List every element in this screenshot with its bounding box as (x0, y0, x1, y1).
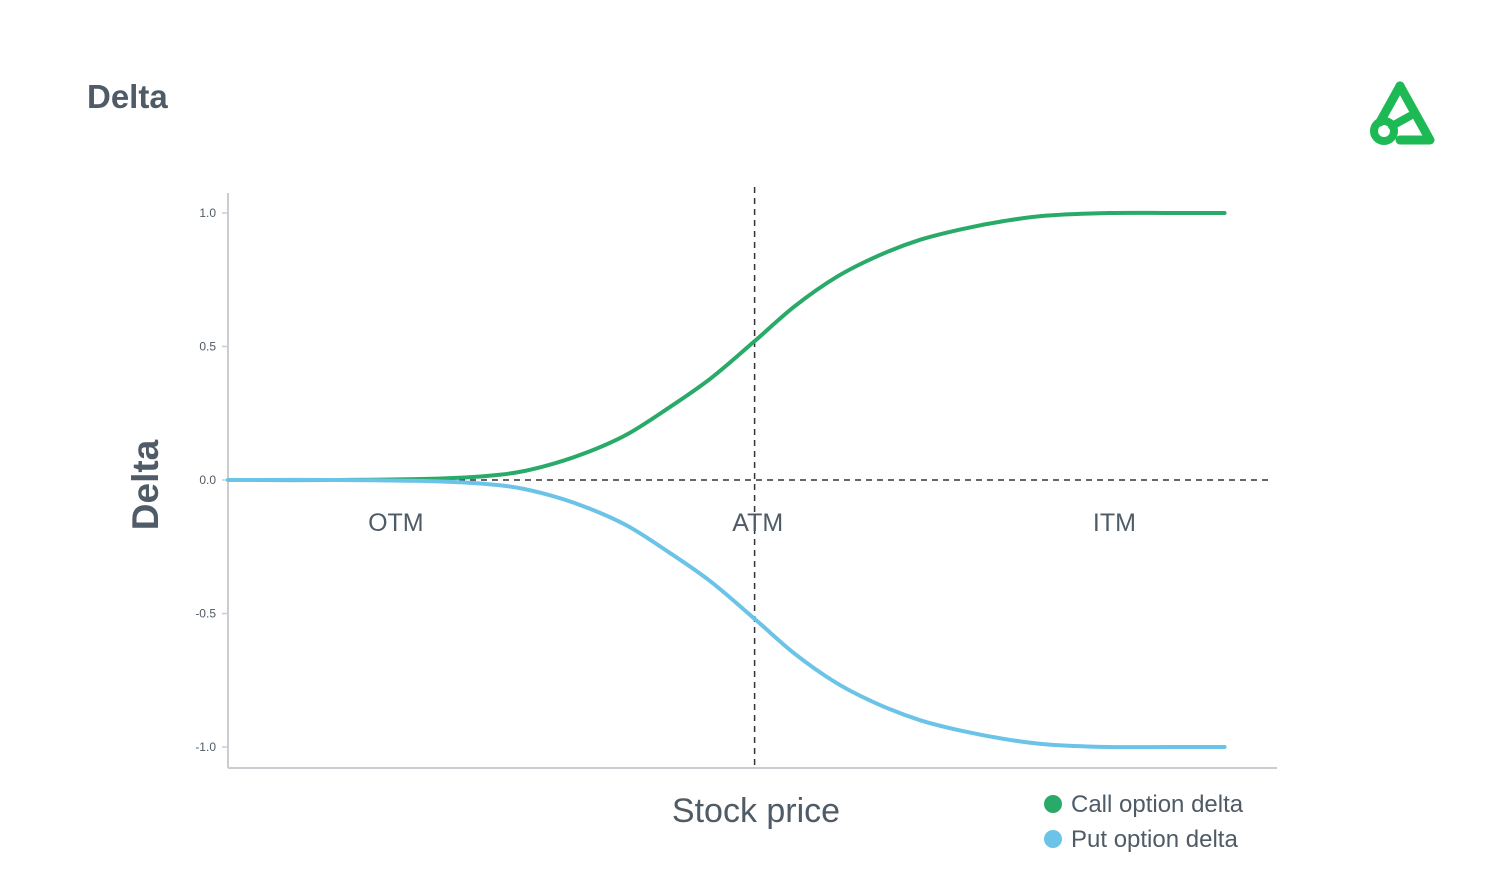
y-tick-label: -1.0 (195, 740, 216, 754)
y-ticks: 1.0 0.5 0.0 -0.5 -1.0 (195, 206, 228, 754)
y-axis: 1.0 0.5 0.0 -0.5 -1.0 (195, 193, 229, 768)
page-title: Delta (87, 78, 168, 115)
brand-logo-icon (1370, 81, 1435, 145)
region-labels: OTM ATM ITM (368, 509, 1136, 537)
y-tick-label: 1.0 (199, 206, 216, 220)
y-axis-label: Delta (125, 439, 166, 530)
legend-put-label: Put option delta (1071, 826, 1238, 853)
put-delta-line (226, 477, 1227, 750)
region-label-atm: ATM (732, 509, 783, 537)
legend-put-marker (1044, 830, 1062, 848)
series-layer (226, 210, 1227, 750)
x-axis-label: Stock price (672, 792, 840, 830)
y-tick-label: 0.5 (199, 340, 216, 354)
y-tick-label: 0.0 (199, 473, 216, 487)
y-tick-label: -0.5 (195, 607, 216, 621)
legend-call-label: Call option delta (1071, 791, 1244, 818)
legend-call-marker (1044, 795, 1062, 813)
call-delta-line (226, 210, 1227, 483)
legend: Call option delta Put option delta (1044, 791, 1244, 853)
region-label-itm: ITM (1093, 509, 1136, 537)
region-label-otm: OTM (368, 509, 424, 537)
